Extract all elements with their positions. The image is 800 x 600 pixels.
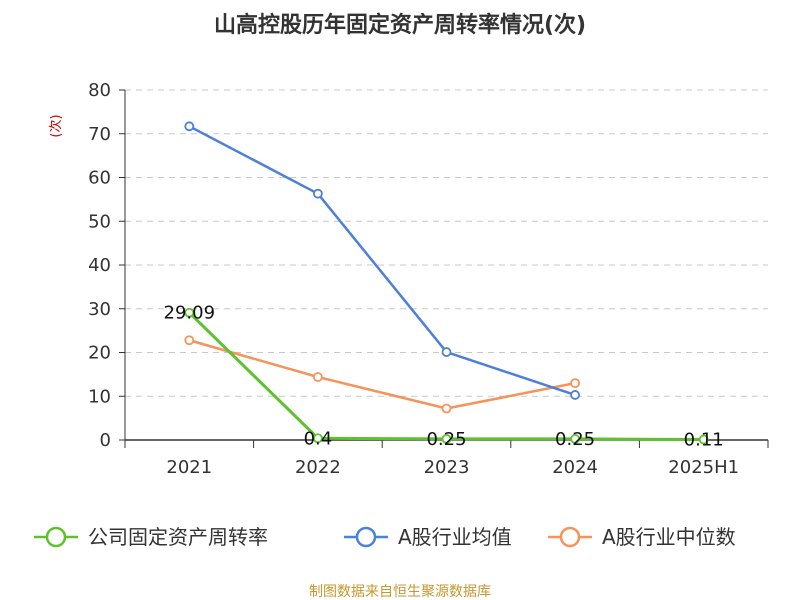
legend-swatch-marker — [45, 526, 67, 548]
y-tick-label: 40 — [88, 255, 111, 276]
y-tick-label: 50 — [88, 211, 111, 232]
series-line-3 — [188, 339, 576, 410]
series-line-2 — [188, 125, 576, 397]
legend-item-1[interactable]: 公司固定资产周转率 — [34, 525, 268, 549]
y-tick-label: 20 — [88, 343, 111, 364]
y-tick-label: 30 — [88, 299, 111, 320]
x-tick-label: 2024 — [552, 457, 598, 478]
legend-label: A股行业中位数 — [602, 525, 736, 549]
legend-label: A股行业均值 — [398, 525, 512, 549]
series-point-3[interactable] — [312, 372, 323, 382]
series-point-3[interactable] — [441, 403, 452, 414]
series-point-2[interactable] — [570, 390, 580, 400]
axes: 0 10 20 30 40 50 60 70 80 2021 2022 2023 2024 2025H1 — [88, 80, 769, 478]
series-point-1[interactable] — [698, 434, 709, 445]
y-tick-label: 60 — [88, 168, 111, 189]
series-point-3[interactable] — [570, 378, 580, 389]
data-label: 0.4 — [304, 428, 333, 449]
series-point-2[interactable] — [441, 347, 452, 357]
x-tick-label: 2023 — [424, 457, 470, 478]
legend[interactable]: 公司固定资产周转率 A股行业均值 A股行业中位数 — [34, 525, 736, 549]
series-group — [184, 121, 709, 445]
series-point-3[interactable] — [184, 335, 195, 346]
legend-item-3[interactable]: A股行业中位数 — [548, 525, 736, 549]
y-tick-label: 70 — [88, 124, 111, 145]
series-point-1[interactable] — [312, 433, 323, 444]
data-label: 0.25 — [555, 429, 595, 450]
series-point-1[interactable] — [441, 434, 452, 444]
chart-title: 山高控股历年固定资产周转率情况(次) — [214, 12, 586, 38]
data-label: 0.25 — [426, 429, 466, 450]
legend-swatch-marker — [355, 526, 377, 548]
x-tick-label: 2021 — [166, 457, 212, 478]
series-line-1 — [188, 311, 704, 442]
x-tick-label: 2025H1 — [668, 457, 739, 478]
legend-item-2[interactable]: A股行业均值 — [344, 525, 512, 549]
data-label: 0.11 — [684, 430, 724, 451]
data-label: 29.09 — [164, 303, 216, 324]
x-tick-label: 2022 — [295, 457, 341, 478]
y-tick-label: 10 — [88, 386, 111, 407]
source-note: 制图数据来自恒生聚源数据库 — [309, 584, 491, 600]
series-point-1[interactable] — [570, 434, 580, 444]
series-point-1[interactable] — [184, 307, 195, 318]
data-labels: 29.09 0.4 0.25 0.25 0.11 — [164, 303, 724, 451]
series-point-2[interactable] — [312, 188, 323, 199]
y-tick-label: 0 — [100, 430, 111, 451]
legend-swatch-marker — [559, 526, 581, 548]
legend-label: 公司固定资产周转率 — [88, 525, 268, 549]
series-point-2[interactable] — [184, 121, 195, 132]
y-tick-label: 80 — [88, 80, 111, 101]
y-axis-label: (次) — [48, 114, 64, 137]
